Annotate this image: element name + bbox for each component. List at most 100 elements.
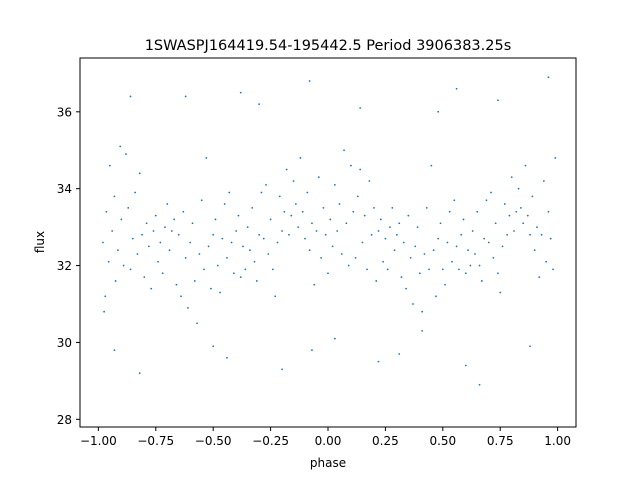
data-point bbox=[398, 222, 401, 225]
data-point bbox=[161, 272, 164, 275]
data-point bbox=[246, 226, 249, 229]
data-point bbox=[198, 253, 201, 255]
data-point bbox=[159, 241, 162, 244]
data-point bbox=[102, 241, 104, 244]
data-point bbox=[370, 233, 373, 236]
data-point bbox=[168, 249, 171, 252]
data-point bbox=[490, 191, 492, 194]
data-point bbox=[451, 260, 453, 263]
data-point bbox=[329, 218, 332, 221]
data-point bbox=[152, 230, 155, 232]
data-point bbox=[492, 256, 495, 259]
data-point bbox=[526, 214, 529, 217]
data-point bbox=[205, 157, 208, 159]
data-point bbox=[223, 203, 226, 205]
data-point bbox=[141, 233, 143, 236]
data-point bbox=[531, 195, 534, 198]
data-point bbox=[377, 360, 380, 363]
x-axis-title: phase bbox=[310, 456, 346, 470]
data-point bbox=[379, 218, 382, 221]
data-point bbox=[147, 245, 150, 248]
x-tick-label: 0.25 bbox=[372, 434, 399, 448]
data-point bbox=[439, 222, 442, 225]
data-point bbox=[260, 191, 263, 194]
data-point bbox=[281, 368, 283, 371]
data-point bbox=[216, 264, 219, 267]
y-axis: 28 30 32 34 36 bbox=[57, 105, 80, 427]
data-point bbox=[308, 249, 311, 252]
data-point bbox=[538, 276, 541, 278]
data-point bbox=[193, 280, 196, 282]
data-point bbox=[138, 372, 141, 375]
data-point bbox=[386, 268, 389, 271]
data-point bbox=[299, 157, 302, 159]
data-point bbox=[462, 218, 465, 221]
data-point bbox=[129, 95, 132, 98]
data-point bbox=[414, 245, 417, 248]
data-point bbox=[150, 287, 153, 290]
data-point bbox=[391, 207, 394, 209]
data-point bbox=[487, 241, 490, 244]
data-point bbox=[347, 264, 350, 267]
data-point bbox=[340, 253, 343, 255]
data-point bbox=[276, 241, 279, 244]
data-point bbox=[131, 237, 134, 240]
data-point bbox=[471, 230, 474, 232]
data-point bbox=[464, 364, 467, 367]
data-point bbox=[317, 176, 320, 179]
data-point bbox=[290, 214, 293, 217]
data-points bbox=[102, 76, 557, 386]
data-point bbox=[327, 272, 329, 275]
data-point bbox=[435, 295, 437, 298]
data-point bbox=[503, 203, 506, 205]
data-point bbox=[164, 226, 166, 229]
x-tick-label: −0.75 bbox=[137, 434, 174, 448]
data-point bbox=[285, 168, 288, 171]
data-point bbox=[175, 283, 178, 286]
data-point bbox=[368, 180, 371, 182]
data-point bbox=[173, 218, 176, 221]
data-point bbox=[105, 210, 108, 213]
data-point bbox=[104, 295, 107, 298]
data-point bbox=[320, 256, 323, 259]
data-point bbox=[393, 249, 396, 252]
x-tick-label: 0.50 bbox=[429, 434, 456, 448]
data-point bbox=[157, 260, 159, 263]
data-point bbox=[255, 280, 258, 282]
data-point bbox=[207, 245, 210, 248]
data-point bbox=[283, 210, 286, 213]
data-point bbox=[494, 222, 497, 225]
data-point bbox=[540, 233, 543, 236]
data-point bbox=[400, 276, 403, 278]
data-point bbox=[382, 260, 385, 263]
data-point bbox=[363, 214, 366, 217]
data-point bbox=[311, 349, 313, 352]
data-point bbox=[478, 383, 481, 386]
data-point bbox=[547, 210, 550, 213]
data-point bbox=[545, 260, 548, 263]
data-point bbox=[529, 345, 531, 348]
data-point bbox=[359, 168, 362, 171]
data-point bbox=[416, 226, 419, 229]
data-point bbox=[166, 203, 169, 205]
data-point bbox=[251, 207, 254, 209]
data-point bbox=[552, 268, 554, 271]
data-point bbox=[119, 145, 122, 148]
data-point bbox=[529, 233, 531, 236]
data-point bbox=[437, 237, 440, 240]
data-point bbox=[182, 210, 185, 213]
data-point bbox=[269, 218, 272, 221]
data-point bbox=[389, 226, 391, 229]
data-point bbox=[474, 253, 476, 255]
data-point bbox=[460, 233, 463, 236]
data-point bbox=[315, 230, 318, 232]
data-point bbox=[549, 237, 552, 240]
x-tick-label: −1.00 bbox=[80, 434, 117, 448]
x-tick-label: 0.00 bbox=[315, 434, 342, 448]
data-point bbox=[324, 233, 327, 236]
y-tick-label: 32 bbox=[57, 259, 72, 273]
data-point bbox=[455, 87, 458, 90]
data-point bbox=[467, 249, 469, 252]
